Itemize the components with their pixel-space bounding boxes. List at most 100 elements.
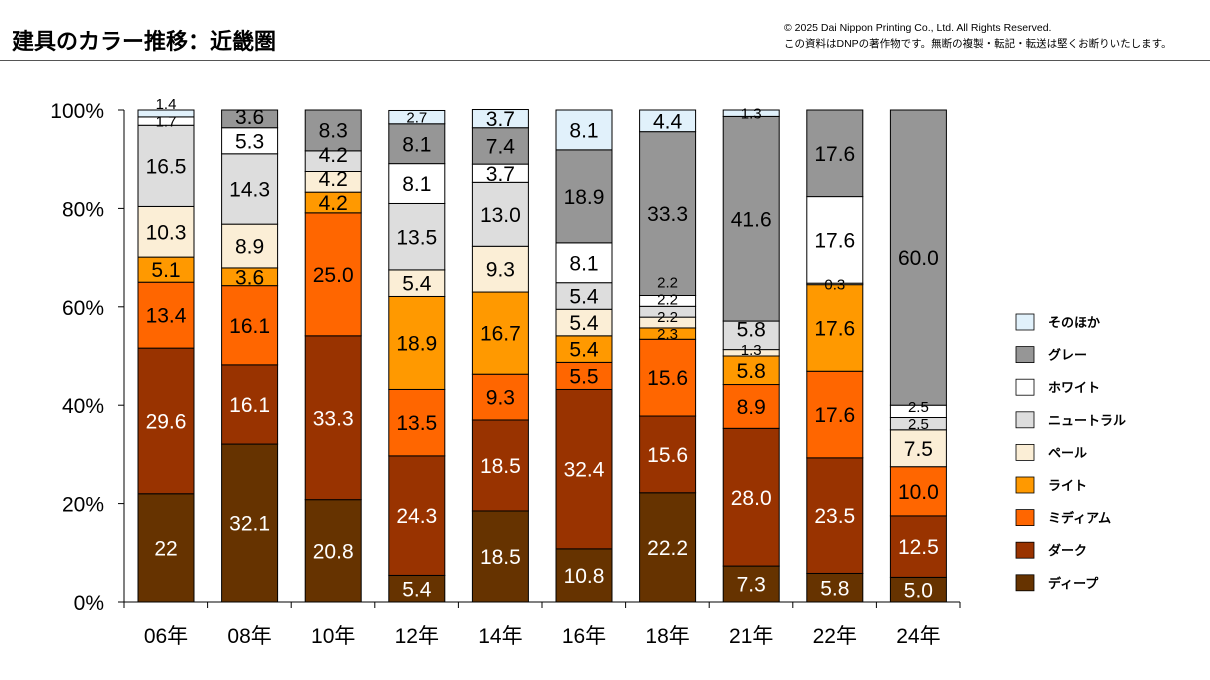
bar-segment — [221, 223, 279, 269]
legend-swatch — [1015, 378, 1035, 396]
legend-swatch — [1015, 541, 1035, 559]
usage-notice: この資料はDNPの著作物です。無断の複製・転記・転送は堅くお断りいたします。 — [784, 38, 1172, 50]
bar-segment — [639, 415, 697, 494]
legend-label: ホワイト — [1048, 380, 1100, 395]
bar-segment — [221, 443, 279, 603]
data-label: 5.4 — [569, 286, 599, 309]
data-label: 14.3 — [229, 179, 270, 202]
data-label: 0.3 — [824, 276, 845, 293]
y-tick-label: 60% — [62, 297, 104, 320]
data-label: 8.9 — [737, 396, 766, 419]
data-label: 13.0 — [480, 204, 521, 227]
data-label: 3.7 — [486, 108, 515, 131]
data-label: 8.1 — [569, 252, 598, 275]
x-tick-label: 22年 — [813, 625, 857, 648]
bar-segment — [137, 493, 195, 603]
data-label: 13.5 — [396, 412, 437, 435]
data-label: 5.4 — [402, 273, 432, 296]
bar-segment — [555, 109, 613, 151]
data-label: 18.5 — [480, 455, 521, 478]
data-label: 15.6 — [647, 444, 688, 467]
data-label: 5.8 — [737, 360, 766, 383]
legend-swatch — [1015, 476, 1035, 494]
x-tick-label: 16年 — [562, 625, 606, 648]
data-label: 17.6 — [814, 404, 855, 427]
data-label: 24.3 — [396, 505, 437, 528]
y-tick-label: 0% — [74, 592, 104, 615]
legend-swatch — [1015, 313, 1035, 331]
bar-segment — [806, 109, 864, 198]
header-divider — [0, 60, 1210, 61]
bar-segment — [471, 419, 529, 512]
data-label: 9.3 — [486, 387, 515, 410]
data-label: 18.5 — [480, 546, 521, 569]
legend-label: グレー — [1048, 348, 1087, 363]
data-label: 2.2 — [657, 274, 678, 291]
bar-segment — [639, 492, 697, 603]
data-label: 4.2 — [319, 168, 348, 191]
data-label: 16.5 — [146, 155, 187, 178]
bar-segment — [471, 291, 529, 375]
bar-segment — [221, 285, 279, 366]
bar-segment — [722, 384, 780, 429]
data-label: 5.3 — [235, 130, 264, 153]
data-label: 2.5 — [908, 399, 929, 416]
data-label: 18.9 — [564, 186, 605, 209]
bar-segment — [221, 153, 279, 225]
legend-label: ライト — [1048, 478, 1087, 493]
data-label: 10.8 — [564, 565, 605, 588]
bar-segment — [889, 515, 947, 578]
data-label: 1.3 — [741, 342, 762, 359]
data-label: 22 — [154, 537, 177, 560]
data-label: 32.4 — [564, 459, 605, 482]
data-label: 5.8 — [737, 318, 766, 341]
data-label: 8.1 — [402, 133, 431, 156]
data-label: 3.7 — [486, 163, 515, 186]
legend-label: そのほか — [1048, 315, 1100, 330]
data-label: 1.4 — [156, 96, 177, 113]
bar-segment — [388, 269, 446, 297]
y-tick-label: 80% — [62, 198, 104, 221]
bar-segment — [304, 212, 362, 337]
data-label: 28.0 — [731, 487, 772, 510]
x-tick-label: 14年 — [478, 625, 522, 648]
bar-segment — [388, 295, 446, 390]
legend-label: ディープ — [1048, 576, 1099, 591]
data-label: 12.5 — [898, 536, 939, 559]
data-label: 41.6 — [731, 208, 772, 231]
data-label: 4.4 — [653, 110, 683, 133]
copyright-text: © 2025 Dai Nippon Printing Co., Ltd. All… — [784, 22, 1052, 34]
x-tick-label: 12年 — [395, 625, 439, 648]
bar-segment — [555, 388, 613, 550]
bar-segment — [388, 574, 446, 603]
data-label: 33.3 — [313, 407, 354, 430]
bar-segment — [555, 335, 613, 363]
data-label: 4.2 — [319, 192, 348, 215]
bar-segment — [137, 124, 195, 207]
data-label: 15.6 — [647, 367, 688, 390]
bar-segment — [471, 510, 529, 603]
bar-segment — [722, 115, 780, 322]
legend-label: ミディアム — [1048, 511, 1111, 526]
bar-segment — [137, 347, 195, 495]
bar-segment — [806, 370, 864, 459]
bar-segment — [555, 282, 613, 310]
bar-segment — [471, 245, 529, 293]
data-label: 17.6 — [814, 229, 855, 252]
bar-segment — [806, 457, 864, 574]
bar-segment — [722, 109, 780, 117]
data-label: 7.3 — [737, 574, 766, 597]
data-label: 8.1 — [569, 119, 598, 142]
data-label: 7.4 — [486, 135, 516, 158]
data-label: 32.1 — [229, 513, 270, 536]
data-label: 20.8 — [313, 540, 354, 563]
data-label: 18.9 — [396, 333, 437, 356]
bar-segment — [555, 149, 613, 244]
data-label: 2.7 — [406, 110, 427, 127]
bar-segment — [304, 499, 362, 603]
data-label: 5.4 — [569, 312, 599, 335]
bar-segment — [555, 308, 613, 337]
bar-segment — [304, 335, 362, 501]
data-label: 8.1 — [402, 173, 431, 196]
